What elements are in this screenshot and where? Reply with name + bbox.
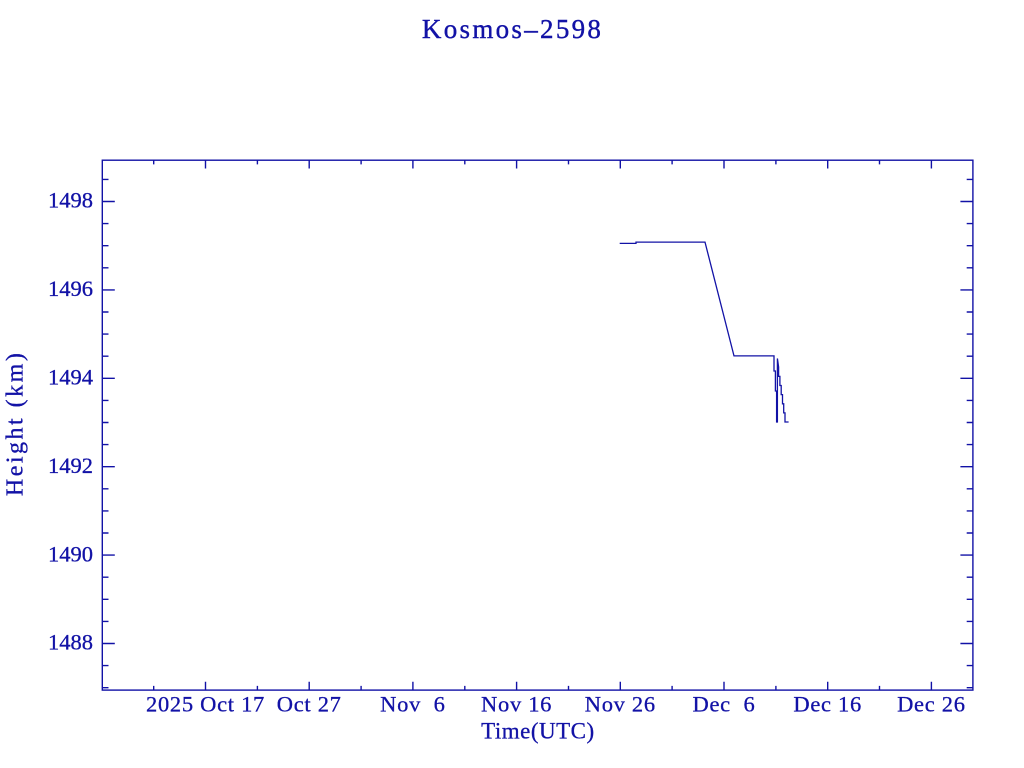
svg-text:1490: 1490 [48, 541, 93, 566]
svg-text:Dec 16: Dec 16 [793, 692, 862, 717]
svg-text:2025 Oct 17: 2025 Oct 17 [146, 692, 265, 717]
svg-text:Nov 16: Nov 16 [481, 692, 552, 717]
svg-text:Time(UTC): Time(UTC) [481, 719, 595, 744]
svg-text:1498: 1498 [48, 188, 93, 213]
svg-text:1492: 1492 [48, 453, 93, 478]
svg-text:Nov 6: Nov 6 [380, 692, 445, 717]
svg-text:Dec 6: Dec 6 [693, 692, 756, 717]
svg-text:Kosmos–2598: Kosmos–2598 [422, 14, 603, 44]
svg-text:Height (km): Height (km) [3, 351, 29, 496]
svg-text:1496: 1496 [48, 276, 93, 301]
svg-text:1488: 1488 [48, 630, 93, 655]
svg-text:Nov 26: Nov 26 [585, 692, 656, 717]
svg-text:1494: 1494 [48, 365, 93, 390]
svg-text:Dec 26: Dec 26 [897, 692, 966, 717]
svg-text:Oct 27: Oct 27 [277, 692, 342, 717]
